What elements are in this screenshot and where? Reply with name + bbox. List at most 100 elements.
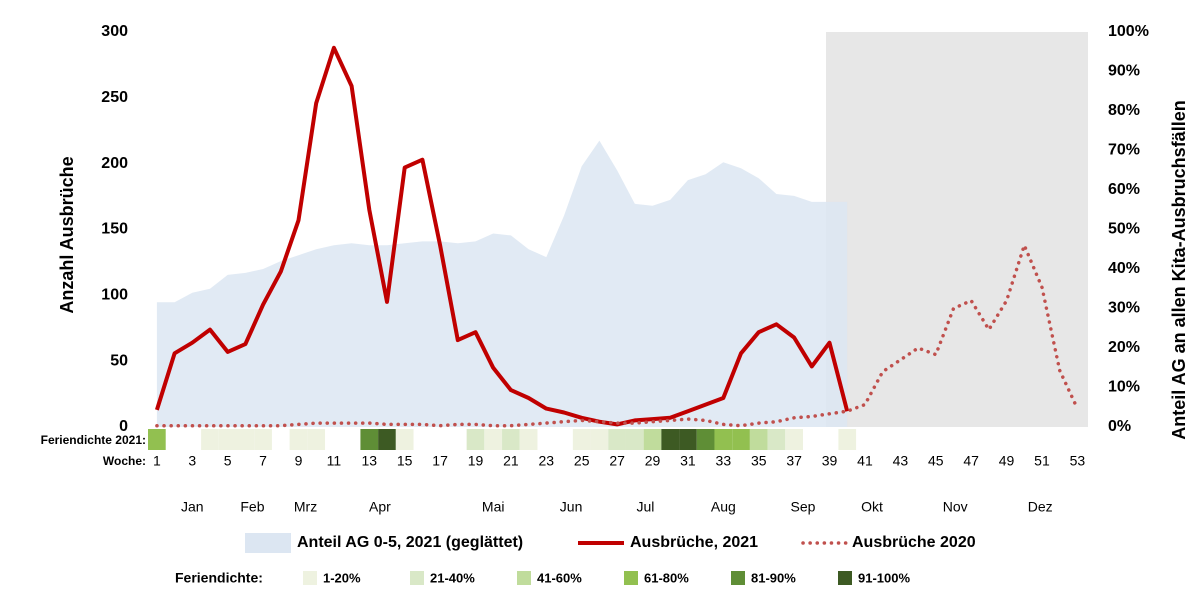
- density-row-label: Feriendichte 2021:: [41, 433, 146, 447]
- legend-label: 1-20%: [323, 570, 361, 585]
- x-tick-label: 27: [609, 453, 625, 469]
- density-cell: [838, 429, 857, 450]
- legend-label: Anteil AG 0-5, 2021 (geglättet): [297, 534, 523, 551]
- month-label: Jul: [636, 499, 654, 515]
- area: [156, 140, 848, 427]
- density-cell: [395, 429, 414, 450]
- month-label: Jun: [560, 499, 583, 515]
- density-cell: [661, 429, 680, 450]
- legend-label: 91-100%: [858, 570, 910, 585]
- shaded-region: [826, 32, 1088, 427]
- y2-tick-label: 60%: [1108, 181, 1140, 198]
- x-tick-label: 1: [153, 453, 161, 469]
- density-cell: [148, 429, 166, 450]
- legend-swatch: [245, 533, 291, 553]
- density-cell: [519, 429, 538, 450]
- density-cell: [307, 429, 326, 450]
- density-cell: [236, 429, 255, 450]
- legend-swatch: [624, 571, 638, 585]
- density-cell: [254, 429, 272, 450]
- month-label: Aug: [711, 499, 736, 515]
- month-label: Jan: [181, 499, 204, 515]
- y2-tick-label: 70%: [1108, 142, 1140, 159]
- y2-tick-label: 20%: [1108, 339, 1140, 356]
- month-label: Apr: [369, 499, 391, 515]
- x-tick-label: 23: [539, 453, 555, 469]
- x-axis-title: Woche:: [103, 454, 146, 468]
- x-tick-label: 51: [1034, 453, 1050, 469]
- x-tick-label: 47: [963, 453, 979, 469]
- x-tick-label: 43: [893, 453, 909, 469]
- x-tick-label: 37: [786, 453, 802, 469]
- x-tick-label: 35: [751, 453, 767, 469]
- month-label: Nov: [943, 499, 968, 515]
- density-cell: [466, 429, 485, 450]
- legend-label: 61-80%: [644, 570, 689, 585]
- density-cell: [289, 429, 308, 450]
- y-tick-label: 50: [110, 352, 128, 369]
- density-cell: [643, 429, 662, 450]
- density-cell: [679, 429, 697, 450]
- x-tick-label: 9: [295, 453, 303, 469]
- density-cell: [785, 429, 803, 450]
- density-cell: [378, 429, 396, 450]
- density-cell: [572, 429, 591, 450]
- density-cell: [590, 429, 609, 450]
- y2-tick-label: 100%: [1108, 23, 1149, 40]
- y-tick-label: 150: [101, 221, 128, 238]
- density-legend-title: Feriendichte:: [175, 570, 263, 586]
- legend-swatch: [838, 571, 852, 585]
- legend-label: 41-60%: [537, 570, 582, 585]
- line: [154, 45, 850, 427]
- y2-tick-label: 90%: [1108, 63, 1140, 80]
- x-tick-label: 17: [432, 453, 448, 469]
- y2-tick-label: 50%: [1108, 221, 1140, 238]
- y-tick-label: 200: [101, 155, 128, 172]
- x-tick-label: 15: [397, 453, 413, 469]
- x-tick-label: 13: [361, 453, 377, 469]
- density-cell: [608, 429, 626, 450]
- y-tick-label: 300: [101, 23, 128, 40]
- x-tick-label: 31: [680, 453, 696, 469]
- y-tick-label: 100: [101, 287, 128, 304]
- x-tick-label: 41: [857, 453, 873, 469]
- legend-label: Ausbrüche, 2021: [630, 534, 758, 551]
- legend-swatch: [517, 571, 531, 585]
- y-axis-title: Anzahl Ausbrüche: [57, 156, 77, 313]
- x-tick-label: 5: [224, 453, 232, 469]
- density-cell: [502, 429, 520, 450]
- x-tick-label: 19: [468, 453, 484, 469]
- month-label: Mai: [482, 499, 505, 515]
- x-tick-label: 11: [327, 453, 342, 469]
- density-cell: [625, 429, 644, 450]
- month-label: Dez: [1028, 499, 1053, 515]
- x-tick-label: 53: [1070, 453, 1086, 469]
- legend-label: Ausbrüche 2020: [852, 534, 976, 551]
- y2-tick-label: 30%: [1108, 300, 1140, 317]
- x-tick-label: 45: [928, 453, 944, 469]
- x-tick-label: 25: [574, 453, 590, 469]
- density-cell: [201, 429, 219, 450]
- x-tick-label: 7: [259, 453, 267, 469]
- x-tick-label: 29: [645, 453, 661, 469]
- density-cell: [360, 429, 379, 450]
- legend-label: 81-90%: [751, 570, 796, 585]
- month-label: Mrz: [294, 499, 317, 515]
- legend-swatch: [731, 571, 745, 585]
- density-cell: [732, 429, 750, 450]
- month-label: Feb: [240, 499, 264, 515]
- x-tick-label: 21: [503, 453, 519, 469]
- density-cell: [714, 429, 733, 450]
- x-tick-label: 39: [822, 453, 838, 469]
- density-cell: [484, 429, 503, 450]
- x-tick-label: 3: [188, 453, 196, 469]
- density-cell: [218, 429, 237, 450]
- y2-axis-title: Anteil AG an allen Kita-Ausbruchsfällen: [1169, 100, 1189, 439]
- density-cell: [767, 429, 786, 450]
- y2-tick-label: 10%: [1108, 379, 1140, 396]
- x-tick-label: 49: [999, 453, 1015, 469]
- density-cell: [696, 429, 715, 450]
- dotted-line: [155, 240, 1080, 428]
- legend-swatch: [410, 571, 424, 585]
